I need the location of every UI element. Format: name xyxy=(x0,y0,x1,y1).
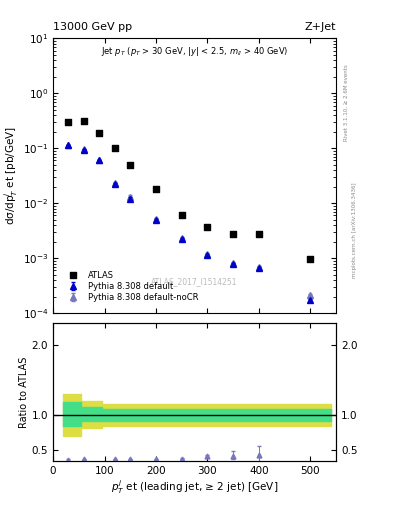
Legend: ATLAS, Pythia 8.308 default, Pythia 8.308 default-noCR: ATLAS, Pythia 8.308 default, Pythia 8.30… xyxy=(63,269,200,304)
ATLAS xyxy=(307,255,314,264)
Text: mcplots.cern.ch [arXiv:1306.3436]: mcplots.cern.ch [arXiv:1306.3436] xyxy=(352,183,357,278)
Text: Rivet 3.1.10, ≥ 2.6M events: Rivet 3.1.10, ≥ 2.6M events xyxy=(344,64,349,141)
Text: Z+Jet: Z+Jet xyxy=(305,22,336,32)
X-axis label: $p_T^{j}$ et (leading jet, ≥ 2 jet) [GeV]: $p_T^{j}$ et (leading jet, ≥ 2 jet) [GeV… xyxy=(111,478,278,496)
Text: Jet $p_T$ ($p_T$ > 30 GeV, $|y|$ < 2.5, $m_{ll}$ > 40 GeV): Jet $p_T$ ($p_T$ > 30 GeV, $|y|$ < 2.5, … xyxy=(101,45,288,58)
Y-axis label: Ratio to ATLAS: Ratio to ATLAS xyxy=(19,356,29,428)
ATLAS xyxy=(112,144,118,153)
ATLAS xyxy=(204,223,211,231)
ATLAS xyxy=(178,211,185,220)
ATLAS xyxy=(127,161,133,169)
ATLAS xyxy=(65,118,72,126)
ATLAS xyxy=(153,185,159,194)
Text: ATLAS_2017_I1514251: ATLAS_2017_I1514251 xyxy=(151,276,238,286)
Text: 13000 GeV pp: 13000 GeV pp xyxy=(53,22,132,32)
ATLAS xyxy=(81,116,87,124)
ATLAS xyxy=(230,229,236,238)
ATLAS xyxy=(96,129,103,137)
ATLAS xyxy=(256,229,262,238)
Y-axis label: dσ/dp$_T^{j}$ et [pb/GeV]: dσ/dp$_T^{j}$ et [pb/GeV] xyxy=(2,126,20,225)
